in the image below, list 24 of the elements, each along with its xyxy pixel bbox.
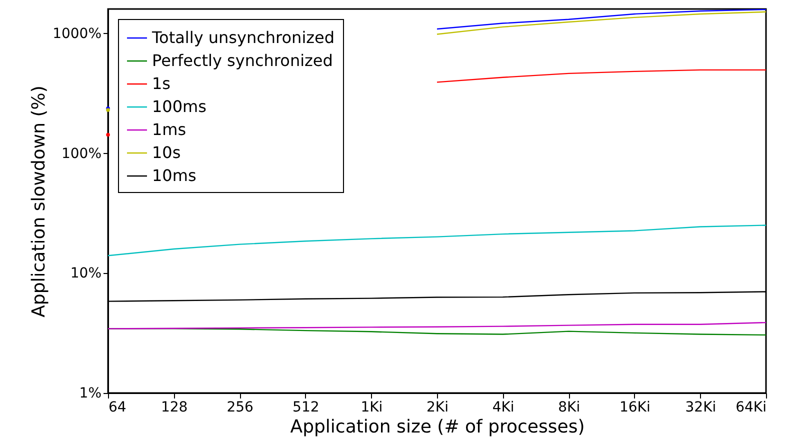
x-tick-label: 64 bbox=[108, 400, 126, 416]
x-tick-label: 16Ki bbox=[619, 400, 650, 416]
x-tick-label: 256 bbox=[226, 400, 254, 416]
legend-label: Perfectly synchronized bbox=[152, 51, 333, 70]
x-axis-title: Application size (# of processes) bbox=[290, 416, 585, 437]
x-tick-label: 128 bbox=[160, 400, 188, 416]
legend-label: Totally unsynchronized bbox=[151, 28, 335, 47]
x-tick-label: 4Ki bbox=[492, 400, 514, 416]
legend-label: 10s bbox=[152, 143, 181, 162]
legend-label: 10ms bbox=[152, 166, 196, 185]
y-tick-label: 100% bbox=[61, 146, 102, 162]
y-tick-label: 1% bbox=[79, 386, 102, 402]
legend-label: 1ms bbox=[152, 120, 186, 139]
x-tick-label: 64Ki bbox=[736, 400, 766, 416]
x-tick-label: 8Ki bbox=[558, 400, 580, 416]
x-tick-label: 512 bbox=[292, 400, 320, 416]
y-tick-label: 10% bbox=[70, 266, 102, 282]
x-tick-label: 2Ki bbox=[426, 400, 448, 416]
y-axis-title: Application slowdown (%) bbox=[28, 86, 50, 318]
x-tick-label: 1Ki bbox=[360, 400, 383, 416]
y-tick-label: 1000% bbox=[52, 26, 102, 42]
x-tick-label: 32Ki bbox=[685, 400, 716, 416]
legend-label: 100ms bbox=[152, 97, 206, 116]
legend-label: 1s bbox=[152, 74, 171, 93]
